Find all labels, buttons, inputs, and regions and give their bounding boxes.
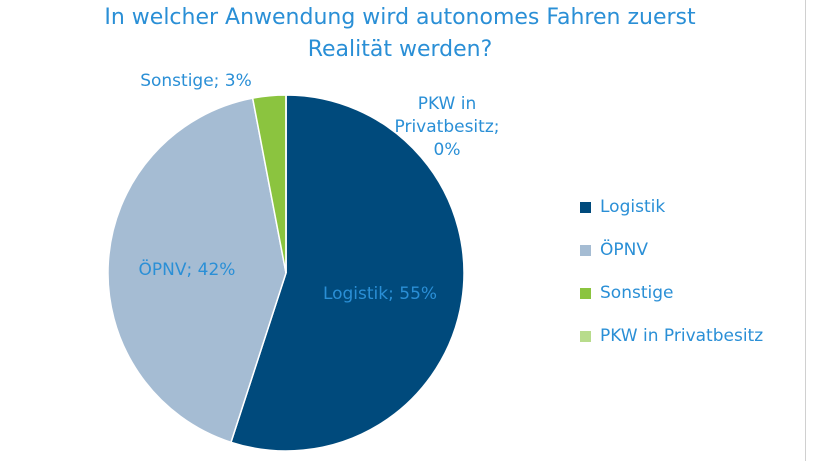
legend-item-sonstige: Sonstige bbox=[580, 282, 763, 304]
data-label-logistik: Logistik; 55% bbox=[323, 284, 437, 304]
legend-swatch-pkw bbox=[580, 330, 591, 342]
pie-slice-logistik bbox=[230, 94, 465, 452]
legend-label-logistik: Logistik bbox=[600, 197, 666, 217]
data-label-sonstige: Sonstige; 3% bbox=[140, 71, 252, 91]
chart-legend: Logistik ÖPNV Sonstige PKW in Privatbesi… bbox=[580, 196, 763, 368]
chart-title-line-2: Realität werden? bbox=[307, 37, 493, 62]
legend-swatch-sonstige bbox=[580, 287, 591, 299]
legend-label-pkw: PKW in Privatbesitz bbox=[600, 326, 764, 346]
chart-title: In welcher Anwendung wird autonomes Fahr… bbox=[40, 2, 760, 66]
data-label-öpnv: ÖPNV; 42% bbox=[139, 258, 236, 280]
legend-item-oepnv: ÖPNV bbox=[580, 239, 763, 261]
pie-slice-öpnv bbox=[107, 97, 287, 444]
legend-label-sonstige: Sonstige bbox=[600, 283, 674, 303]
legend-swatch-oepnv bbox=[580, 244, 591, 256]
data-label-pkw-in-privatbesitz: PKW in Privatbesitz; 0% bbox=[395, 94, 500, 160]
legend-swatch-logistik bbox=[580, 201, 591, 213]
legend-label-oepnv: ÖPNV bbox=[600, 240, 648, 260]
legend-item-logistik: Logistik bbox=[580, 196, 763, 218]
chart-title-line-1: In welcher Anwendung wird autonomes Fahr… bbox=[104, 5, 696, 30]
legend-item-pkw: PKW in Privatbesitz bbox=[580, 325, 763, 347]
